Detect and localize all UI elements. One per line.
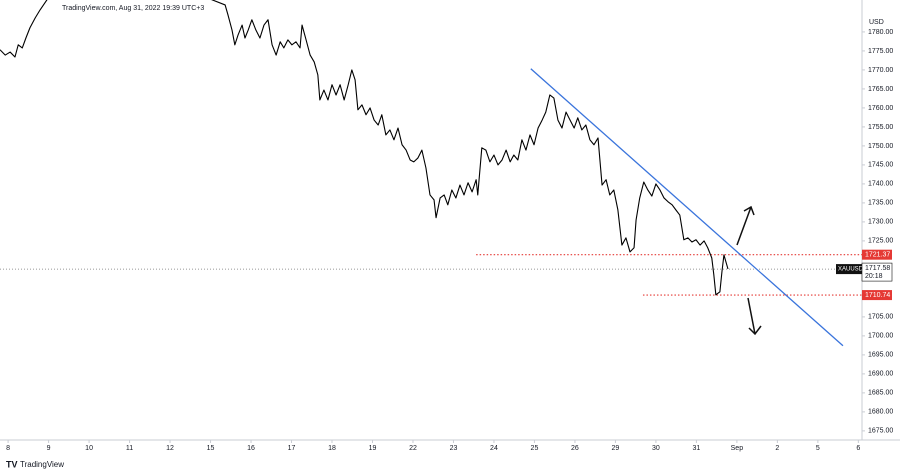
trend-line	[530, 68, 844, 347]
y-tick-label: 1750.00	[868, 143, 893, 150]
x-tick-label: 25	[531, 445, 539, 452]
y-tick-label: 1680.00	[868, 409, 893, 416]
x-tick-label: Sep	[731, 445, 744, 452]
x-tick-label: 15	[207, 445, 215, 452]
countdown-label: 20:18	[865, 273, 883, 280]
x-tick-label: 19	[369, 445, 377, 452]
x-tick-label: 2	[775, 445, 779, 452]
y-tick-label: 1780.00	[868, 29, 893, 36]
y-tick-label: 1675.00	[868, 428, 893, 435]
y-tick-label: 1755.00	[868, 124, 893, 131]
x-tick-label: 10	[85, 445, 93, 452]
y-axis-label: USD	[869, 19, 884, 26]
last-price-label: 1717.58	[865, 265, 890, 272]
x-tick-label: 29	[612, 445, 620, 452]
y-tick-label: 1685.00	[868, 390, 893, 397]
last-price-tag	[861, 262, 893, 282]
y-tick-label: 1770.00	[868, 67, 893, 74]
arrow-up	[736, 205, 755, 246]
axes: 1675.00 1680.00 1685.00 1690.00 1695.00 1700.…	[6, 29, 893, 452]
level-label: 1710.74	[865, 292, 890, 299]
x-tick-label: 31	[693, 445, 701, 452]
x-tick-label: 26	[571, 445, 579, 452]
source: TradingView.com, Aug 31, 2022 19:39 UTC+…	[62, 5, 204, 12]
symbol-label: XAUUSD	[838, 267, 864, 273]
y-tick-label: 1705.00	[868, 314, 893, 321]
arrows	[736, 205, 762, 336]
y-tick-label: 1740.00	[868, 181, 893, 188]
level-label: 1721.37	[865, 252, 890, 259]
x-tick-label: 11	[126, 445, 133, 452]
x-tick-label: 16	[247, 445, 255, 452]
y-tick-label: 1745.00	[868, 162, 893, 169]
x-tick-label: 17	[288, 445, 296, 452]
footer: TradingView	[20, 460, 64, 469]
x-tick-label: 12	[166, 445, 174, 452]
x-tick-label: 30	[652, 445, 660, 452]
x-tick-label: 9	[47, 445, 51, 452]
y-tick-label: 1725.00	[868, 238, 893, 245]
y-tick-label: 1700.00	[868, 333, 893, 340]
level-tag	[862, 290, 892, 301]
y-tick-label: 1760.00	[868, 105, 893, 112]
arrow-down	[747, 297, 762, 336]
x-tick-label: 5	[816, 445, 820, 452]
footer-logo: TV TradingView	[6, 459, 64, 469]
x-tick-label: 22	[409, 445, 417, 452]
y-tick-label: 1735.00	[868, 200, 893, 207]
logo-mark: TV	[6, 459, 18, 469]
y-tick-label: 1690.00	[868, 371, 893, 378]
plot	[0, 0, 862, 347]
y-tick-label: 1775.00	[868, 48, 893, 55]
price-line	[0, 0, 729, 296]
symbol-tag	[836, 264, 862, 275]
y-tick-label: 1730.00	[868, 219, 893, 226]
x-tick-label: 24	[490, 445, 498, 452]
x-tick-label: 8	[6, 445, 10, 452]
x-tick-label: 18	[328, 445, 336, 452]
y-tick-label: 1695.00	[868, 352, 893, 359]
x-tick-label: 23	[450, 445, 458, 452]
y-tick-label: 1765.00	[868, 86, 893, 93]
level-tag	[862, 249, 892, 260]
x-tick-label: 6	[856, 445, 860, 452]
